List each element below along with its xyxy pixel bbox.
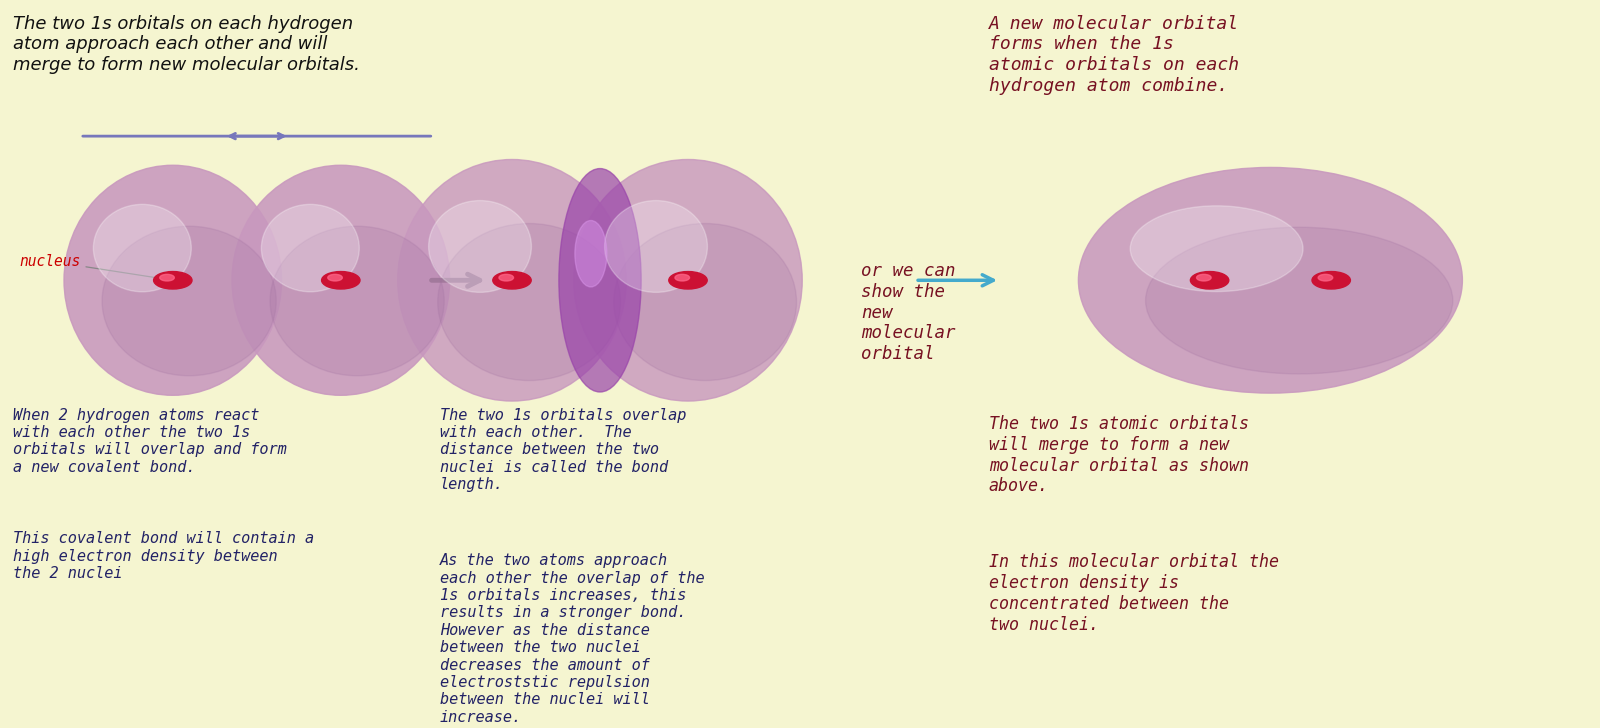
Ellipse shape [398,159,626,401]
Ellipse shape [261,205,360,292]
Text: This covalent bond will contain a
high electron density between
the 2 nuclei: This covalent bond will contain a high e… [13,531,314,581]
Ellipse shape [614,223,797,381]
Text: A new molecular orbital
forms when the 1s
atomic orbitals on each
hydrogen atom : A new molecular orbital forms when the 1… [989,15,1238,95]
Circle shape [160,274,174,281]
Circle shape [675,274,690,281]
Ellipse shape [438,223,621,381]
Circle shape [669,272,707,289]
Text: As the two atoms approach
each other the overlap of the
1s orbitals increases, t: As the two atoms approach each other the… [440,553,704,725]
Circle shape [499,274,514,281]
Text: When 2 hydrogen atoms react
with each other the two 1s
orbitals will overlap and: When 2 hydrogen atoms react with each ot… [13,408,286,475]
Ellipse shape [232,165,450,395]
Text: The two 1s orbitals on each hydrogen
atom approach each other and will
merge to : The two 1s orbitals on each hydrogen ato… [13,15,360,74]
Circle shape [493,272,531,289]
Ellipse shape [102,226,277,376]
Circle shape [1190,272,1229,289]
Text: or we can
show the
new
molecular
orbital: or we can show the new molecular orbital [861,262,955,363]
Ellipse shape [1146,227,1453,374]
Ellipse shape [558,169,642,392]
Ellipse shape [429,201,531,293]
Circle shape [322,272,360,289]
Circle shape [1318,274,1333,281]
Text: The two 1s atomic orbitals
will merge to form a new
molecular orbital as shown
a: The two 1s atomic orbitals will merge to… [989,415,1248,495]
Ellipse shape [1130,206,1302,291]
Circle shape [154,272,192,289]
Text: nucleus: nucleus [19,254,170,280]
Text: In this molecular orbital the
electron density is
concentrated between the
two n: In this molecular orbital the electron d… [989,553,1278,633]
Ellipse shape [93,205,192,292]
Text: The two 1s orbitals overlap
with each other.  The
distance between the two
nucle: The two 1s orbitals overlap with each ot… [440,408,686,492]
Ellipse shape [574,221,606,287]
Ellipse shape [574,159,802,401]
Ellipse shape [605,201,707,293]
Ellipse shape [64,165,282,395]
Circle shape [328,274,342,281]
Circle shape [1197,274,1211,281]
Ellipse shape [1078,167,1462,393]
Ellipse shape [270,226,445,376]
Circle shape [1312,272,1350,289]
